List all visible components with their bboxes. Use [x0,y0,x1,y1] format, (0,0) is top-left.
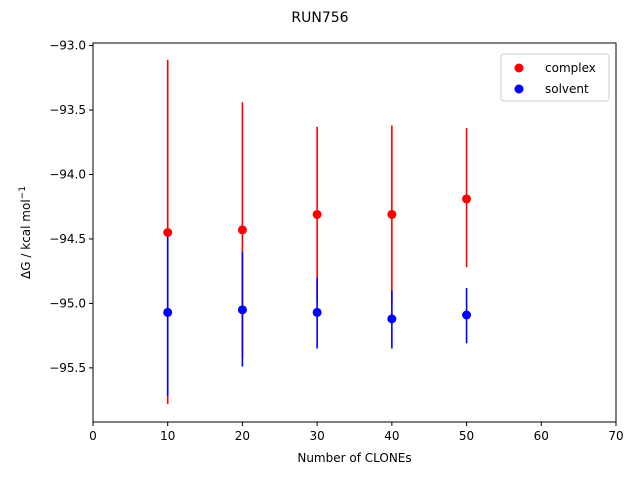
legend-box [500,53,610,102]
x-axis: 0 10 20 30 40 50 60 70 [89,422,624,443]
x-tick-label: 50 [459,429,474,443]
x-tick-label: 20 [235,429,250,443]
y-tick-label: −95.5 [49,361,86,375]
y-tick-label: −95.0 [49,296,86,310]
y-axis: −93.0 −93.5 −94.0 −94.5 −95.0 −95.5 [49,39,93,375]
plot-area [163,59,472,404]
solvent-point [312,307,322,317]
x-tick-label: 60 [534,429,549,443]
complex-point [163,228,173,237]
legend-label-solvent: solvent [545,82,589,96]
complex-point [312,209,322,219]
solvent-point [387,314,397,324]
x-tick-label: 10 [160,429,175,443]
legend-marker-complex [514,63,524,73]
legend-label-complex: complex [545,61,596,75]
complex-point [462,194,472,204]
complex-point [237,225,247,235]
x-tick-label: 70 [608,429,623,443]
y-tick-label: −94.5 [49,232,86,246]
x-tick-label: 40 [384,429,399,443]
x-tick-label: 0 [89,429,97,443]
x-tick-label: 30 [310,429,325,443]
legend: complex solvent [500,53,610,102]
y-tick-label: −93.0 [49,39,86,53]
solvent-point [163,307,173,317]
complex-point [387,209,397,219]
x-axis-label: Number of CLONEs [297,451,411,465]
legend-marker-solvent [514,84,524,94]
y-tick-label: −94.0 [49,167,86,181]
solvent-point [462,310,472,320]
solvent-point [237,305,247,315]
y-tick-label: −93.5 [49,103,86,117]
plot-frame [92,42,617,423]
y-axis-label: ΔG / kcal mol−1 [18,186,33,279]
chart-title: RUN756 [291,10,348,26]
